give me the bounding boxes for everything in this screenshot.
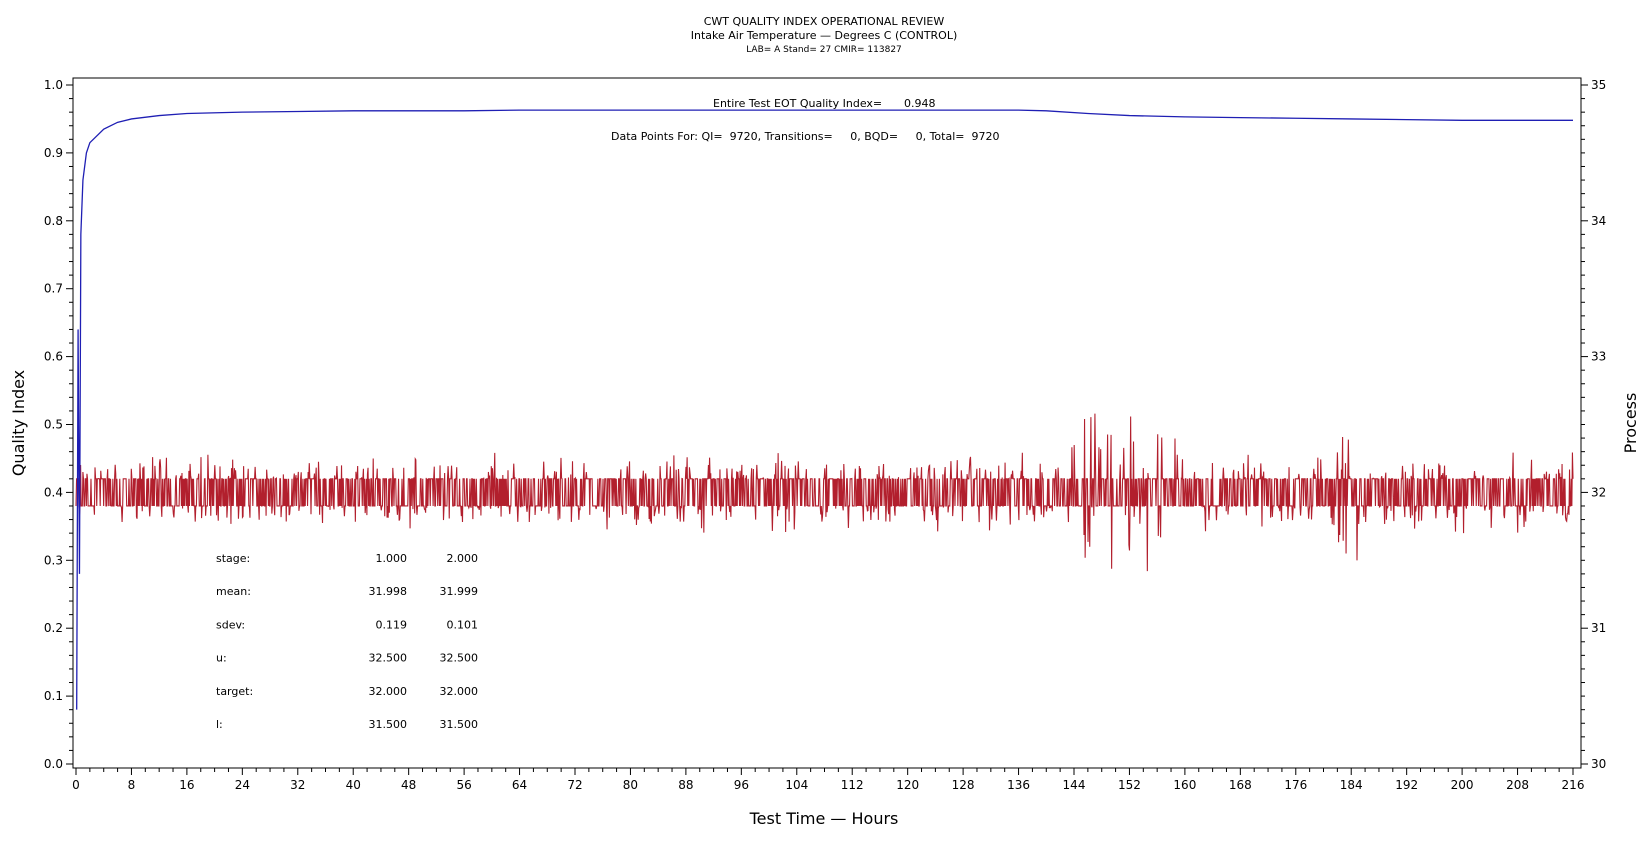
x-tick-label: 112 [841, 778, 864, 792]
x-tick-label: 128 [952, 778, 975, 792]
y-axis-right: 30 31 32 33 34 35 [1581, 78, 1606, 771]
stats-label: target: [216, 685, 253, 698]
stats-table: stage: 1.000 2.000 mean: 31.998 31.999 sdev: 0.… [216, 552, 478, 731]
x-axis-label: Test Time — Hours [749, 809, 899, 828]
stats-stage2-value: 32.500 [440, 652, 479, 665]
chart-title: CWT QUALITY INDEX OPERATIONAL REVIEW [704, 15, 945, 28]
x-tick-label: 0 [72, 778, 80, 792]
process-line [75, 413, 1574, 572]
stats-label: stage: [216, 552, 250, 565]
x-tick-label: 24 [235, 778, 250, 792]
y-tick-label: 0.9 [44, 146, 63, 160]
stats-stage1-value: 31.500 [369, 718, 408, 731]
stats-label: u: [216, 652, 227, 665]
x-tick-label: 80 [623, 778, 638, 792]
y-tick-label: 0.1 [44, 689, 63, 703]
x-tick-label: 168 [1229, 778, 1252, 792]
x-tick-label: 192 [1395, 778, 1418, 792]
stats-stage1-value: 1.000 [376, 552, 408, 565]
y-tick-label: 1.0 [44, 78, 63, 92]
x-tick-label: 144 [1063, 778, 1086, 792]
x-tick-label: 56 [456, 778, 471, 792]
stats-stage1-value: 0.119 [376, 618, 408, 631]
data-points-annotation: Data Points For: QI= 9720, Transitions= … [611, 130, 999, 143]
y-tick-label: 0.7 [44, 282, 63, 296]
y-tick-label: 0.8 [44, 214, 63, 228]
x-tick-label: 96 [734, 778, 749, 792]
y2-tick-label: 30 [1591, 757, 1606, 771]
y-axis-left: 0.0 0.1 0.2 0.3 0.4 0.5 0.6 0.7 0.8 0.9 1.0 [44, 78, 73, 771]
stats-stage2-value: 2.000 [447, 552, 479, 565]
x-tick-label: 64 [512, 778, 527, 792]
y2-tick-label: 32 [1591, 485, 1606, 499]
y2-tick-label: 34 [1591, 214, 1606, 228]
quality-index-line [76, 109, 1573, 710]
x-tick-label: 48 [401, 778, 416, 792]
x-axis: 0 8 16 24 32 40 48 56 64 72 80 88 96 104 112 120 128 136 1… [72, 768, 1584, 792]
stats-stage1-value: 32.500 [369, 652, 408, 665]
y2-tick-label: 31 [1591, 621, 1606, 635]
y2-tick-label: 33 [1591, 350, 1606, 364]
eot-quality-label: Entire Test EOT Quality Index= [713, 97, 882, 110]
x-tick-label: 184 [1340, 778, 1363, 792]
y2-axis-label: Process [1621, 393, 1640, 454]
x-tick-label: 160 [1173, 778, 1196, 792]
y-tick-label: 0.4 [44, 485, 63, 499]
x-tick-label: 216 [1562, 778, 1585, 792]
stats-stage2-value: 0.101 [447, 618, 479, 631]
x-tick-label: 136 [1007, 778, 1030, 792]
chart-subtitle-2: LAB= A Stand= 27 CMIR= 113827 [746, 45, 902, 55]
x-tick-label: 208 [1506, 778, 1529, 792]
y-tick-label: 0.3 [44, 553, 63, 567]
x-tick-label: 152 [1118, 778, 1141, 792]
x-tick-label: 200 [1451, 778, 1474, 792]
y2-tick-label: 35 [1591, 78, 1606, 92]
y-tick-label: 0.5 [44, 418, 63, 432]
x-tick-label: 32 [290, 778, 305, 792]
stats-stage1-value: 32.000 [369, 685, 408, 698]
stats-stage2-value: 31.500 [440, 718, 479, 731]
stats-label: mean: [216, 585, 251, 598]
x-tick-label: 8 [128, 778, 136, 792]
y-tick-label: 0.2 [44, 621, 63, 635]
plot-frame [72, 77, 1582, 769]
stats-label: l: [216, 718, 223, 731]
y-tick-label: 0.0 [44, 757, 63, 771]
stats-stage2-value: 32.000 [440, 685, 479, 698]
eot-quality-value: 0.948 [904, 97, 936, 110]
x-tick-label: 176 [1284, 778, 1307, 792]
stats-label: sdev: [216, 618, 245, 631]
y-tick-label: 0.6 [44, 350, 63, 364]
process-series [75, 413, 1574, 572]
chart-subtitle: Intake Air Temperature — Degrees C (CONT… [691, 29, 958, 42]
x-tick-label: 104 [785, 778, 808, 792]
quality-index-series [76, 109, 1573, 710]
x-tick-label: 120 [896, 778, 919, 792]
stats-stage1-value: 31.998 [369, 585, 408, 598]
x-tick-label: 72 [567, 778, 582, 792]
x-tick-label: 16 [179, 778, 194, 792]
stats-stage2-value: 31.999 [440, 585, 479, 598]
x-tick-label: 40 [346, 778, 361, 792]
y-axis-label: Quality Index [9, 370, 28, 476]
x-tick-label: 88 [678, 778, 693, 792]
